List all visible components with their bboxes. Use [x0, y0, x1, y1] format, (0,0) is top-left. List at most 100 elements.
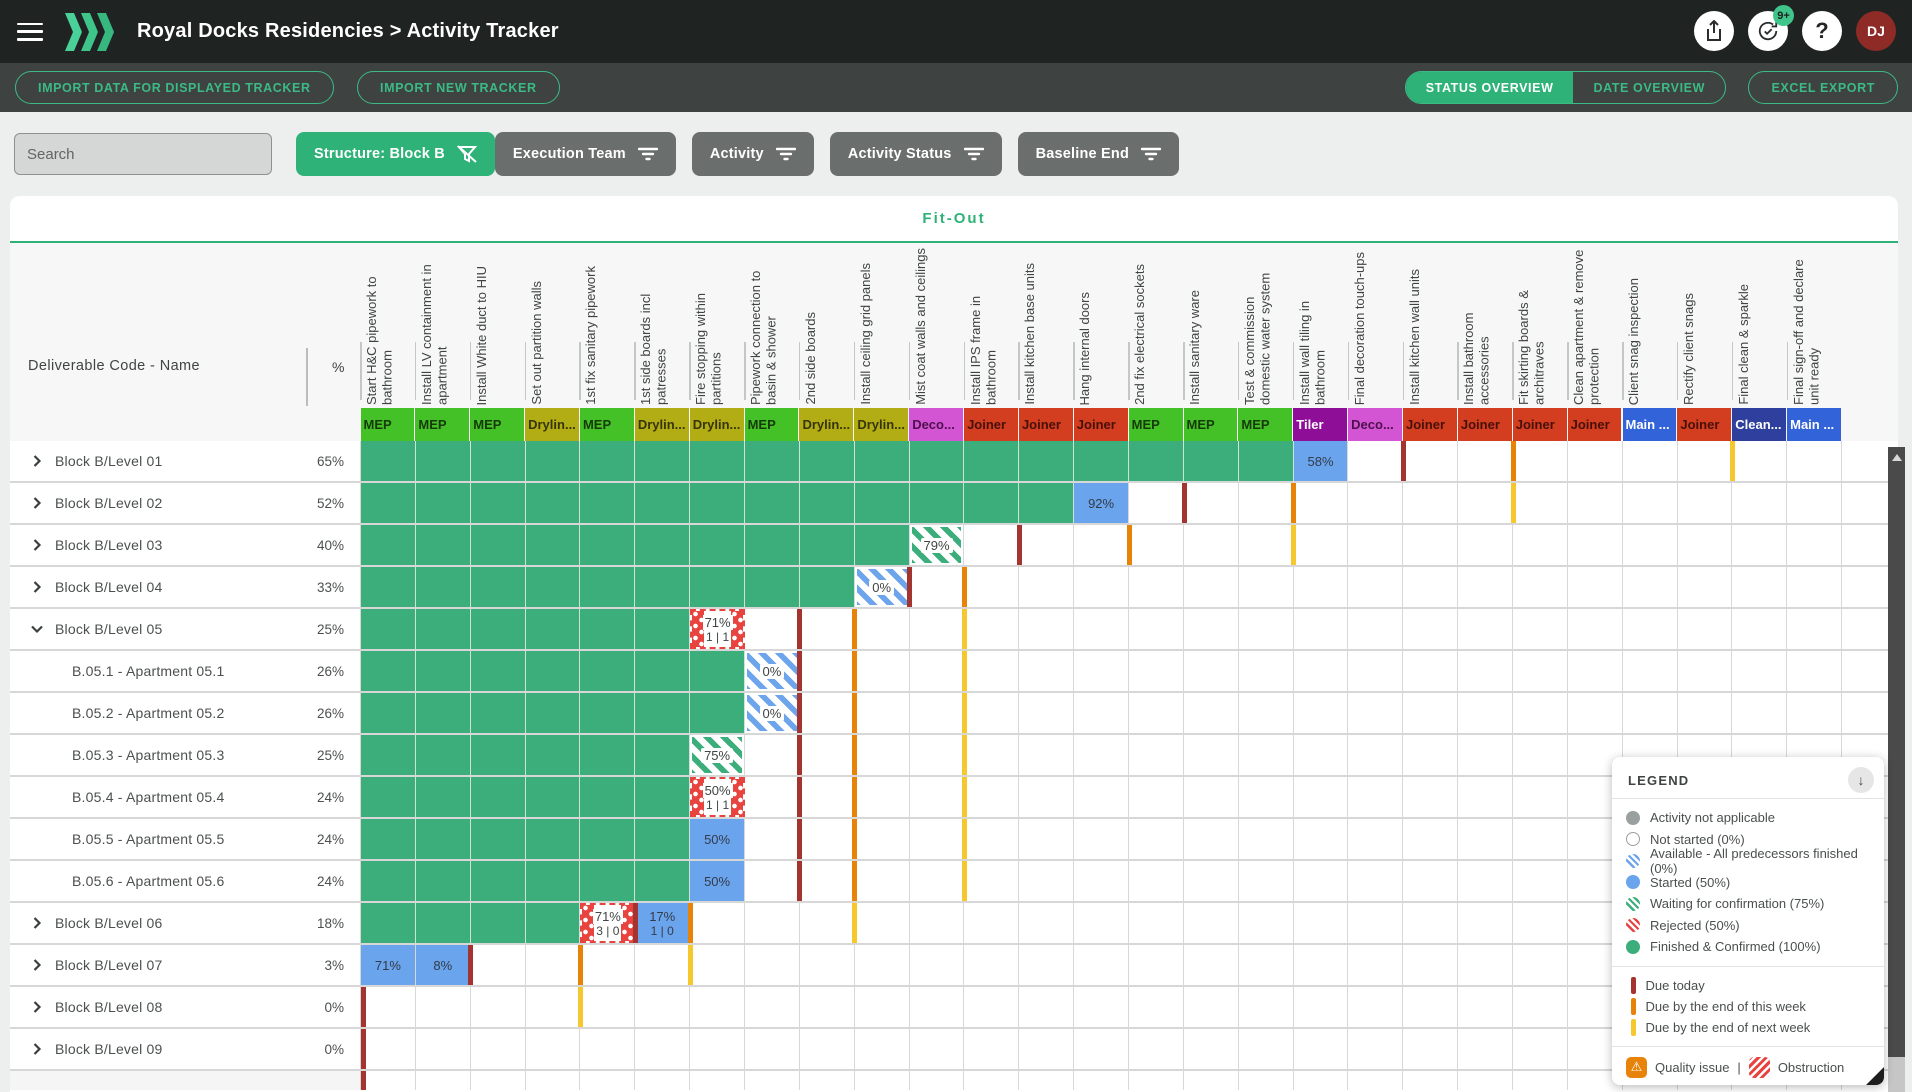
activity-cell[interactable] — [1294, 987, 1349, 1027]
activity-cell[interactable] — [1239, 651, 1294, 691]
activity-cell[interactable] — [855, 945, 910, 985]
activity-cell[interactable] — [1074, 609, 1130, 649]
activity-cell[interactable] — [745, 987, 800, 1027]
scroll-up-arrow-icon[interactable] — [1888, 447, 1905, 467]
activity-cell[interactable] — [1129, 777, 1184, 817]
activity-cell[interactable] — [1019, 651, 1075, 691]
activity-cell[interactable] — [635, 1029, 691, 1069]
activity-cell[interactable] — [361, 1029, 416, 1069]
activity-cell[interactable] — [1019, 567, 1075, 607]
activity-cell[interactable] — [361, 987, 416, 1027]
activity-cell[interactable] — [1294, 861, 1349, 901]
activity-cell[interactable] — [1348, 735, 1404, 775]
activity-cell[interactable] — [910, 609, 965, 649]
activity-cell[interactable] — [1513, 903, 1568, 943]
activity-cell[interactable] — [1623, 693, 1678, 733]
activity-cell[interactable] — [1348, 1029, 1404, 1069]
menu-icon[interactable] — [17, 22, 43, 41]
activity-cell[interactable] — [1294, 819, 1349, 859]
activity-cell[interactable]: 71% 1 | 1 — [690, 609, 746, 649]
activity-cell[interactable] — [361, 483, 416, 523]
activity-cell[interactable]: 71% — [361, 945, 416, 985]
activity-cell[interactable] — [361, 903, 416, 943]
activity-cell[interactable] — [909, 441, 965, 481]
activity-cell[interactable] — [799, 441, 855, 481]
activity-cell[interactable] — [1129, 525, 1184, 565]
activity-cell[interactable]: 92% — [1074, 483, 1130, 523]
activity-cell[interactable] — [1019, 609, 1075, 649]
activity-cell[interactable] — [525, 441, 581, 481]
activity-cell[interactable] — [745, 483, 800, 523]
filter-chip-baseline-end[interactable]: Baseline End — [1017, 132, 1180, 176]
chevron-right-icon[interactable] — [30, 1000, 44, 1014]
activity-cell[interactable] — [854, 441, 910, 481]
activity-cell[interactable] — [580, 651, 636, 691]
activity-cell[interactable] — [1019, 1071, 1075, 1090]
chevron-right-icon[interactable] — [30, 916, 44, 930]
activity-cell[interactable] — [1678, 693, 1733, 733]
activity-cell[interactable] — [964, 1029, 1020, 1069]
activity-cell[interactable] — [1183, 441, 1239, 481]
activity-cell[interactable] — [745, 1071, 800, 1090]
activity-cell[interactable] — [635, 777, 691, 817]
activity-cell[interactable] — [1678, 609, 1733, 649]
activity-cell[interactable] — [1184, 777, 1239, 817]
activity-cell[interactable] — [1732, 483, 1788, 523]
activity-cell[interactable] — [580, 567, 636, 607]
activity-cell[interactable] — [1403, 651, 1459, 691]
activity-cell[interactable] — [855, 1029, 910, 1069]
activity-cell[interactable] — [1019, 693, 1075, 733]
activity-cell[interactable] — [1732, 441, 1788, 481]
activity-cell[interactable] — [1513, 1029, 1568, 1069]
activity-cell[interactable] — [800, 861, 855, 901]
activity-cell[interactable] — [910, 735, 965, 775]
activity-cell[interactable] — [1129, 609, 1184, 649]
activity-cell[interactable] — [1403, 1071, 1459, 1090]
activity-cell[interactable] — [525, 903, 581, 943]
activity-cell[interactable] — [1019, 987, 1075, 1027]
chevron-right-icon[interactable] — [30, 454, 44, 468]
activity-cell[interactable] — [1403, 777, 1459, 817]
activity-cell[interactable] — [690, 441, 746, 481]
activity-cell[interactable] — [1239, 819, 1294, 859]
activity-cell[interactable] — [471, 945, 526, 985]
activity-cell[interactable] — [1623, 567, 1678, 607]
scrollbar-thumb[interactable] — [1888, 467, 1905, 1057]
activity-cell[interactable] — [525, 525, 581, 565]
activity-cell[interactable] — [1348, 903, 1404, 943]
activity-cell[interactable] — [471, 1029, 526, 1069]
activity-cell[interactable] — [1623, 483, 1678, 523]
activity-cell[interactable]: 50% 1 | 1 — [690, 777, 746, 817]
activity-cell[interactable] — [855, 1071, 910, 1090]
activity-cell[interactable] — [910, 1071, 965, 1090]
activity-cell[interactable] — [854, 525, 910, 565]
activity-cell[interactable] — [1568, 735, 1623, 775]
activity-cell[interactable] — [1019, 945, 1075, 985]
activity-cell[interactable] — [415, 651, 471, 691]
activity-cell[interactable] — [800, 945, 855, 985]
activity-cell[interactable] — [1513, 693, 1568, 733]
activity-cell[interactable] — [1787, 609, 1843, 649]
activity-cell[interactable] — [964, 903, 1020, 943]
activity-cell[interactable] — [745, 819, 800, 859]
activity-cell[interactable] — [1238, 441, 1294, 481]
activity-cell[interactable] — [1458, 1071, 1514, 1090]
activity-cell[interactable] — [1513, 609, 1568, 649]
activity-cell[interactable]: 0% — [745, 693, 800, 733]
activity-cell[interactable] — [1403, 1029, 1459, 1069]
activity-cell[interactable] — [1568, 651, 1623, 691]
activity-cell[interactable] — [909, 483, 965, 523]
activity-cell[interactable] — [635, 861, 691, 901]
activity-cell[interactable] — [415, 567, 471, 607]
activity-cell[interactable] — [470, 609, 526, 649]
activity-cell[interactable] — [470, 777, 526, 817]
row-label[interactable]: Block B/Level 09 0% — [10, 1029, 360, 1069]
activity-cell[interactable] — [635, 945, 691, 985]
excel-export-button[interactable]: EXCEL EXPORT — [1748, 71, 1898, 104]
activity-cell[interactable] — [1294, 483, 1349, 523]
activity-cell[interactable] — [1458, 483, 1514, 523]
activity-cell[interactable] — [635, 651, 691, 691]
activity-cell[interactable] — [1074, 651, 1130, 691]
vertical-scrollbar[interactable] — [1888, 447, 1905, 1092]
activity-cell[interactable] — [1403, 903, 1459, 943]
